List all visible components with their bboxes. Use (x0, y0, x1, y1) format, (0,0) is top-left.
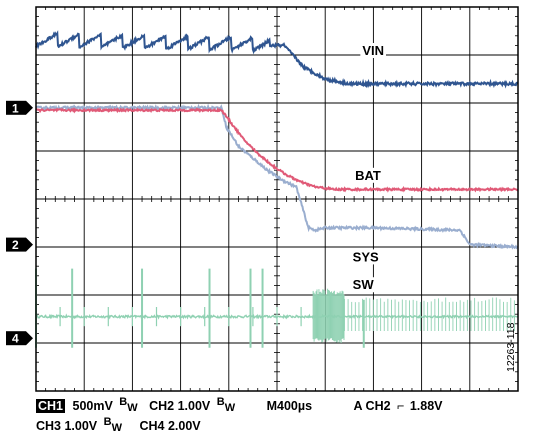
channel-marker-arrow-4 (26, 331, 33, 346)
trigger-level: 1.88V (409, 399, 443, 413)
ch1-bw-w: W (127, 402, 138, 414)
channel-marker-4 (6, 331, 26, 346)
sys-trace (35, 103, 519, 250)
ch1-bw-b: B (119, 396, 128, 408)
trace-label-bg (350, 277, 377, 293)
ch1-scale: 500mV (72, 399, 113, 413)
time-scale: M400µs (266, 399, 313, 413)
trace-label-sys: SYS (353, 249, 379, 264)
plot-frame (35, 6, 519, 392)
trace-label-bg (353, 167, 383, 183)
ch2-bw-w: W (224, 402, 236, 414)
trace-label-vin: VIN (362, 43, 384, 58)
trace-label-sw: SW (353, 277, 375, 292)
channel-marker-1 (6, 100, 26, 115)
ch3-bw-b: B (103, 416, 112, 428)
trace-label-bg (350, 249, 382, 265)
channel-marker-text-2: 2 (12, 238, 19, 252)
ch3-bw-w: W (111, 422, 122, 434)
channel-marker-arrow-2 (26, 237, 33, 252)
trigger-slope-icon: ⌐ (397, 399, 405, 413)
trace-label-bat: BAT (355, 168, 381, 183)
figure-code: 12263-118 (505, 322, 517, 372)
vin-trace (35, 30, 519, 89)
channel-marker-text-4: 4 (12, 332, 19, 346)
ch3-scale: CH3 1.00V (36, 419, 98, 433)
footer-line-1: CH1 500mV BW CH2 1.00V BW M400µs A CH2 ⌐… (36, 396, 443, 414)
footer-line-2: CH3 1.00V BW CH4 2.00V (36, 416, 201, 434)
channel-marker-arrow-1 (26, 100, 33, 115)
bat-trace (35, 107, 519, 193)
trace-label-bg (360, 43, 386, 58)
channel-marker-2 (6, 237, 26, 252)
trigger-source: A CH2 (353, 399, 391, 413)
channel-marker-text-1: 1 (12, 101, 19, 115)
ch2-scale: CH2 1.00V (149, 399, 211, 413)
ch2-bw-b: B (216, 396, 225, 408)
ch4-scale: CH4 2.00V (139, 419, 201, 433)
ch1-label: CH1 (36, 399, 66, 413)
